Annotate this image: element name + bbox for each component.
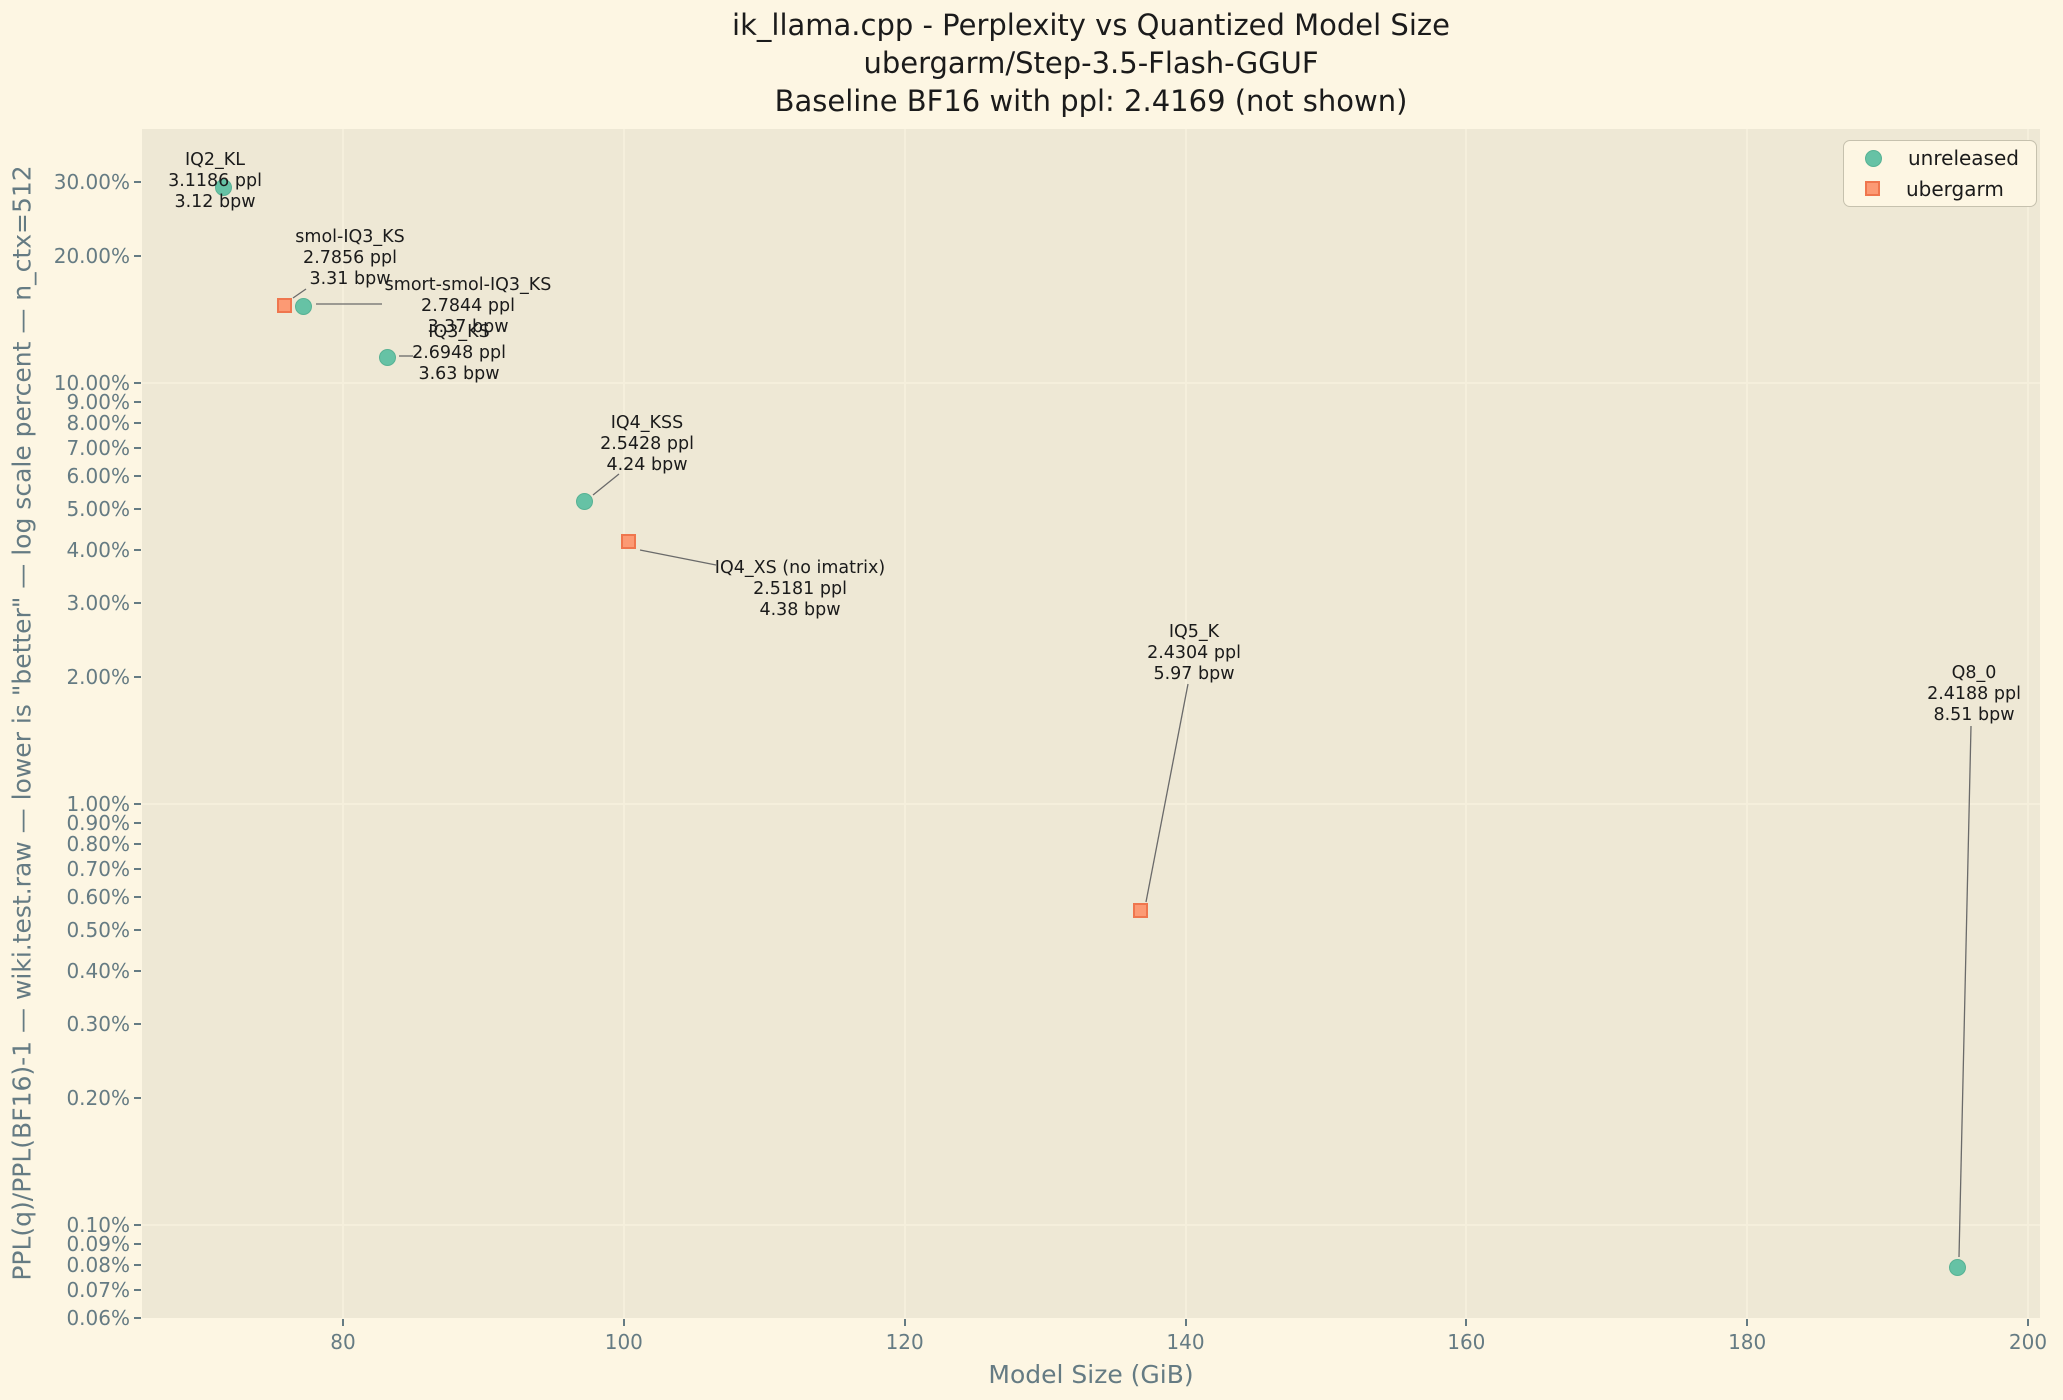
x-tick-label: 120	[885, 1330, 924, 1354]
chart-title-line3: Baseline BF16 with ppl: 2.4169 (not show…	[774, 84, 1408, 118]
y-tick	[134, 1317, 141, 1320]
v-gridline	[903, 129, 906, 1318]
y-tick	[134, 400, 141, 403]
v-gridline	[1184, 129, 1187, 1318]
x-tick-label: 180	[1728, 1330, 1767, 1354]
legend-item: unreleased	[1844, 145, 2036, 172]
y-tick-label: 0.07%	[66, 1277, 130, 1302]
y-tick	[134, 549, 141, 552]
h-gridline	[142, 1223, 2040, 1226]
y-tick	[134, 1223, 141, 1226]
v-gridline	[622, 129, 625, 1318]
legend-item: ubergarm	[1844, 175, 2036, 202]
legend: unreleased ubergarm	[1843, 140, 2037, 207]
chart-title-line1: ik_llama.cpp - Perplexity vs Quantized M…	[732, 8, 1450, 42]
y-tick	[134, 843, 141, 846]
y-tick-label: 0.06%	[66, 1306, 130, 1331]
y-tick	[134, 422, 141, 425]
v-gridline	[1465, 129, 1468, 1318]
y-tick	[134, 1096, 141, 1099]
x-tick-label: 160	[1447, 1330, 1486, 1354]
legend-marker-circle-icon	[1865, 149, 1882, 167]
y-tick	[134, 675, 141, 678]
legend-marker-square-icon	[1865, 181, 1880, 197]
y-tick	[134, 381, 141, 384]
x-tick	[1184, 1319, 1187, 1326]
chart-title-line2: ubergarm/Step-3.5-Flash-GGUF	[863, 46, 1319, 80]
x-tick-label: 80	[330, 1330, 356, 1354]
legend-item-label: ubergarm	[1906, 176, 2004, 201]
y-tick	[134, 508, 141, 511]
y-tick	[134, 1022, 141, 1025]
y-tick	[134, 1264, 141, 1267]
plot-area	[142, 129, 2040, 1318]
x-tick	[2027, 1319, 2029, 1326]
chart-title: ik_llama.cpp - Perplexity vs Quantized M…	[142, 6, 2040, 120]
v-gridline	[342, 129, 344, 1318]
y-tick	[134, 1288, 141, 1291]
h-gridline	[142, 381, 2040, 384]
y-tick	[134, 970, 141, 973]
x-tick-label: 140	[1166, 1330, 1205, 1354]
y-tick	[134, 867, 141, 870]
y-tick	[134, 446, 141, 449]
x-tick	[342, 1319, 344, 1326]
x-tick	[1746, 1319, 1749, 1326]
y-tick	[134, 821, 141, 824]
y-tick	[134, 896, 141, 899]
v-gridline	[2027, 129, 2029, 1318]
y-tick	[134, 929, 141, 932]
y-tick	[134, 802, 141, 805]
x-tick-label: 200	[2008, 1330, 2048, 1354]
y-axis-label: PPL(q)/PPL(BF16)-1 — wiki.test.raw — low…	[7, 165, 37, 1281]
x-tick	[903, 1319, 906, 1326]
h-gridline	[142, 802, 2040, 805]
y-tick	[134, 475, 141, 478]
y-tick	[134, 254, 141, 257]
legend-item-label: unreleased	[1908, 146, 2019, 171]
y-tick	[134, 601, 141, 604]
x-tick-label: 100	[604, 1330, 643, 1354]
y-tick	[134, 180, 141, 183]
x-axis-label: Model Size (GiB)	[988, 1360, 1194, 1389]
v-gridline	[1746, 129, 1749, 1318]
y-tick	[134, 1242, 141, 1245]
x-tick	[622, 1319, 625, 1326]
x-tick	[1465, 1319, 1468, 1326]
